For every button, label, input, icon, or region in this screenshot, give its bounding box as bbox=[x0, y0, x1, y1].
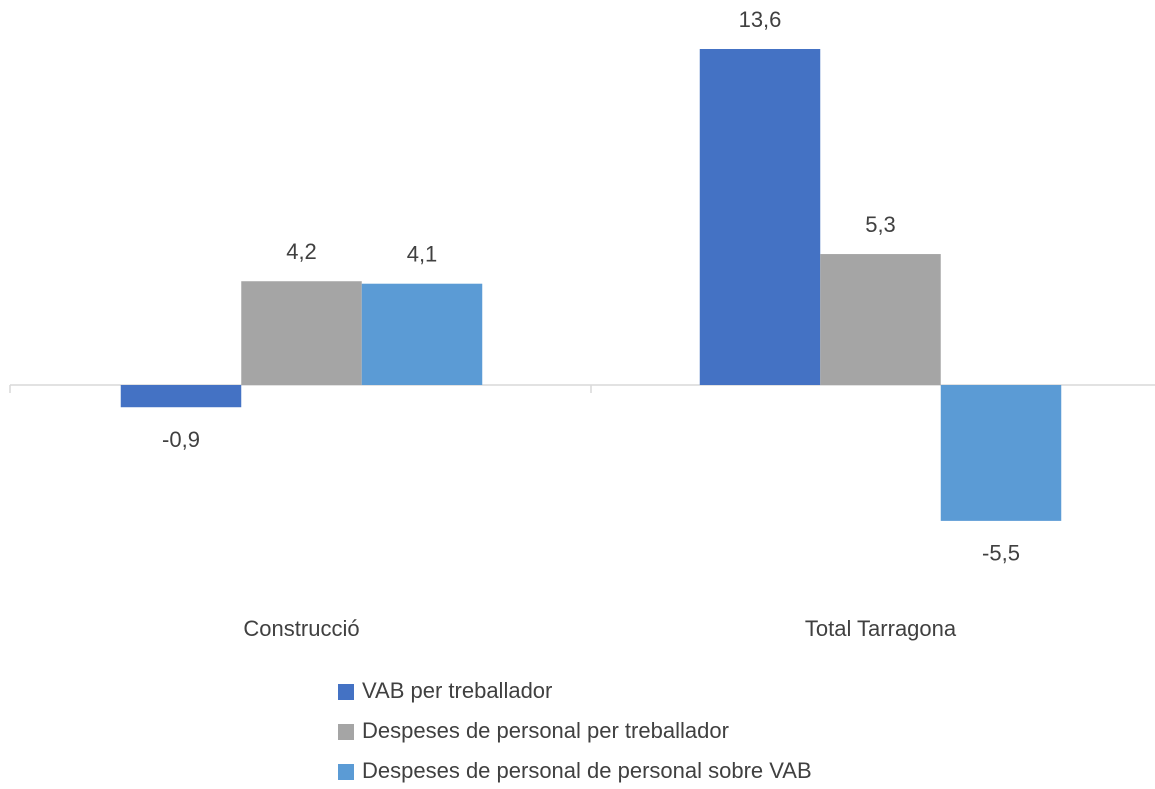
x-tick-label: Total Tarragona bbox=[805, 616, 957, 641]
bar bbox=[361, 283, 483, 385]
value-label: 4,2 bbox=[286, 239, 317, 264]
legend-swatch bbox=[338, 724, 354, 740]
value-label: -0,9 bbox=[162, 427, 200, 452]
legend-swatch bbox=[338, 764, 354, 780]
bar bbox=[820, 254, 941, 385]
bar bbox=[699, 49, 821, 385]
bar bbox=[120, 385, 242, 408]
value-label: 13,6 bbox=[739, 7, 782, 32]
bar bbox=[940, 385, 1062, 521]
value-label: 4,1 bbox=[407, 242, 438, 267]
legend-label: VAB per treballador bbox=[362, 678, 552, 703]
x-tick-label: Construcció bbox=[243, 616, 359, 641]
value-label: -5,5 bbox=[982, 541, 1020, 566]
legend-label: Despeses de personal per treballador bbox=[362, 718, 729, 743]
value-label: 5,3 bbox=[865, 212, 896, 237]
legend-label: Despeses de personal de personal sobre V… bbox=[362, 758, 812, 783]
bar bbox=[241, 281, 362, 385]
legend-swatch bbox=[338, 684, 354, 700]
